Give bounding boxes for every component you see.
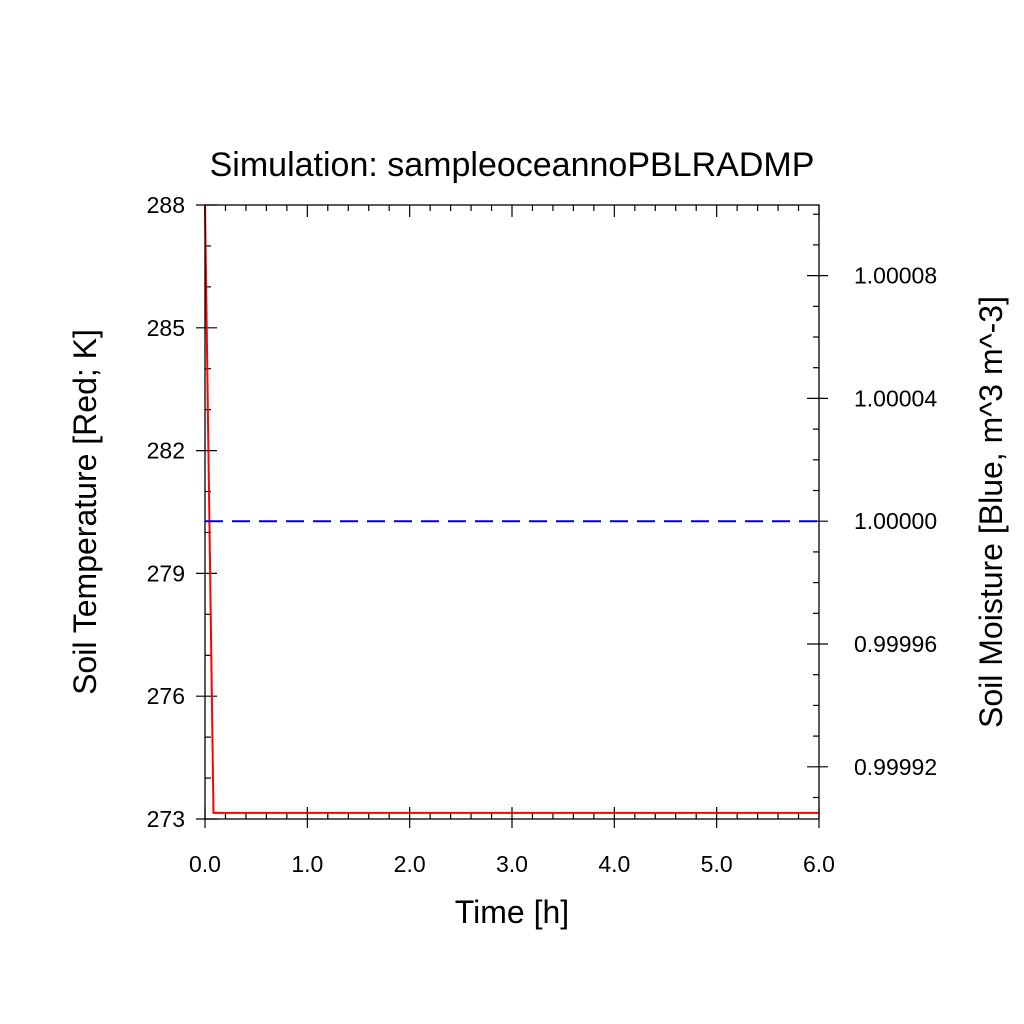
- x-tick-label: 3.0: [496, 851, 528, 877]
- ticks-layer: [196, 204, 828, 828]
- x-tick-label: 6.0: [803, 851, 835, 877]
- y-tick-label: 279: [147, 560, 185, 586]
- y-tick-label: 285: [147, 315, 185, 341]
- soil-temperature-series-line: [204, 204, 819, 814]
- tick-labels-layer: 0.0 1.0 2.0 3.0 4.0 5.0 6.0 273 276 279 282 285 288 0…: [147, 192, 938, 877]
- y2-tick-label: 1.00000: [854, 508, 937, 534]
- x-tick-label: 4.0: [598, 851, 630, 877]
- x-tick-label: 5.0: [701, 851, 733, 877]
- y2-tick-label: 1.00008: [854, 263, 937, 289]
- y-tick-label: 273: [147, 806, 185, 832]
- plot-frame: [204, 204, 820, 820]
- x-tick-label: 0.0: [189, 851, 221, 877]
- x-tick-label: 1.0: [291, 851, 323, 877]
- y2-tick-label: 0.99992: [854, 754, 937, 780]
- y2-axis-title: Soil Moisture [Blue, m^3 m^-3]: [973, 296, 1009, 728]
- y2-tick-label: 0.99996: [854, 631, 937, 657]
- x-tick-label: 2.0: [394, 851, 426, 877]
- chart-title: Simulation: sampleoceannoPBLRADMP: [210, 146, 815, 184]
- y-tick-label: 282: [147, 438, 185, 464]
- y2-tick-label: 1.00004: [854, 385, 937, 411]
- series-layer: [204, 204, 819, 814]
- x-axis-title: Time [h]: [455, 894, 569, 930]
- y-tick-label: 288: [147, 192, 185, 218]
- y-tick-label: 276: [147, 683, 185, 709]
- y-axis-title: Soil Temperature [Red; K]: [67, 329, 103, 695]
